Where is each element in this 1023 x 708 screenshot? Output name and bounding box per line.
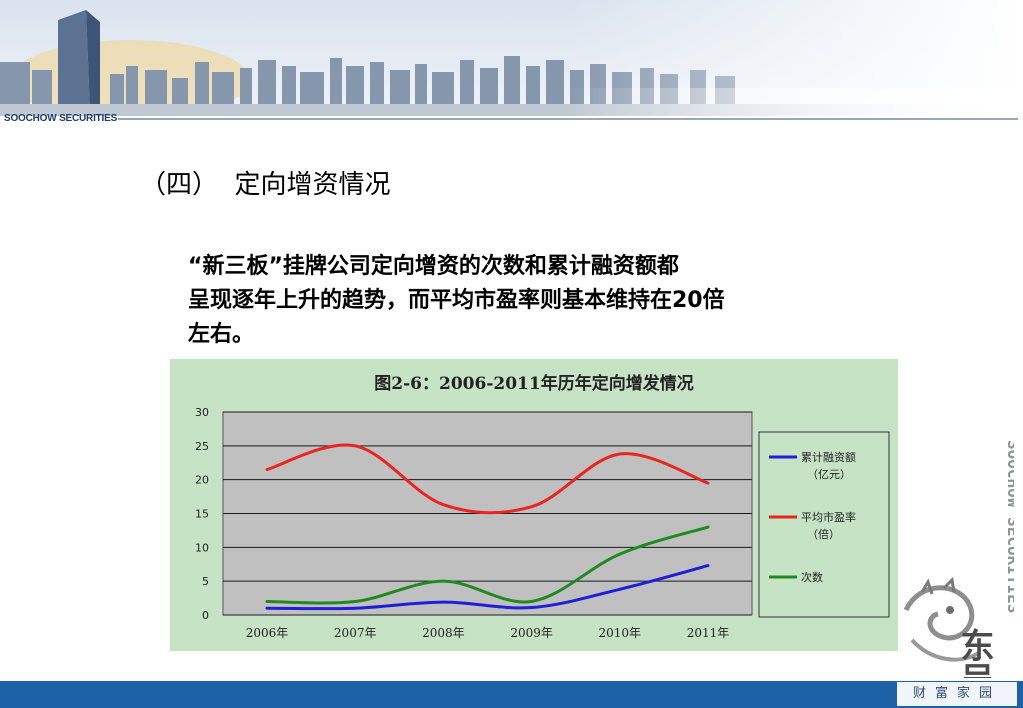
dragon-seal-logo: 东吴 bbox=[903, 576, 994, 678]
header-divider bbox=[118, 118, 1018, 120]
legend-label: （亿元） bbox=[807, 468, 851, 481]
y-tick-label: 10 bbox=[195, 541, 209, 554]
x-tick-label: 2006年 bbox=[246, 626, 289, 640]
footer-bar bbox=[0, 681, 1023, 708]
y-tick-label: 0 bbox=[202, 609, 209, 622]
seal-text: 东吴 bbox=[954, 627, 994, 678]
legend-label: 累计融资额 bbox=[801, 451, 856, 464]
chart-title: 图2-6：2006-2011年历年定向增发情况 bbox=[374, 373, 693, 394]
city-skyline-image bbox=[0, 0, 1023, 132]
legend-label: 次数 bbox=[801, 570, 823, 584]
y-tick-label: 30 bbox=[195, 406, 209, 419]
legend-label: （倍） bbox=[807, 527, 840, 541]
paragraph-line: 呈现逐年上升的趋势，而平均市盈率则基本维持在20倍 bbox=[188, 288, 725, 313]
legend-box bbox=[758, 431, 890, 618]
x-tick-label: 2010年 bbox=[599, 626, 642, 640]
footer-tag: 财富家园 bbox=[897, 682, 1017, 706]
brand-label: SOOCHOW SECURITIES bbox=[4, 113, 118, 124]
chart-panel: 图2-6：2006-2011年历年定向增发情况 0 5 10 15 20 25 30 2006年… bbox=[170, 359, 898, 651]
x-tick-label: 2007年 bbox=[334, 626, 377, 640]
series-line-3 bbox=[265, 525, 710, 605]
vertical-brand-text: SOOCHOW SECURITIES bbox=[1004, 440, 1014, 613]
x-tick-label: 2008年 bbox=[422, 626, 465, 640]
x-tick-label: 2009年 bbox=[510, 626, 553, 640]
x-tick-label: 2011年 bbox=[687, 626, 730, 640]
line-chart: 图2-6：2006-2011年历年定向增发情况 0 5 10 15 20 25 30 2006年… bbox=[195, 373, 890, 640]
y-tick-label: 15 bbox=[195, 508, 209, 521]
y-tick-label: 5 bbox=[202, 575, 209, 588]
paragraph-line: 左右。 bbox=[188, 322, 255, 347]
series-line-1 bbox=[265, 564, 710, 611]
series-line-2 bbox=[265, 443, 710, 515]
paragraph-line: “新三板”挂牌公司定向增资的次数和累计融资额都 bbox=[188, 254, 679, 279]
body-paragraph: “新三板”挂牌公司定向增资的次数和累计融资额都 呈现逐年上升的趋势，而平均市盈率… bbox=[188, 250, 888, 352]
vertical-brand-watermark: SOOCHOW SECURITIES bbox=[1004, 440, 1014, 613]
section-title: （四） 定向增资情况 bbox=[140, 170, 391, 200]
header-banner: SOOCHOW SECURITIES bbox=[0, 0, 1023, 132]
y-tick-label: 25 bbox=[195, 440, 209, 453]
y-tick-label: 20 bbox=[195, 474, 209, 487]
legend-label: 平均市盈率 bbox=[801, 510, 856, 524]
